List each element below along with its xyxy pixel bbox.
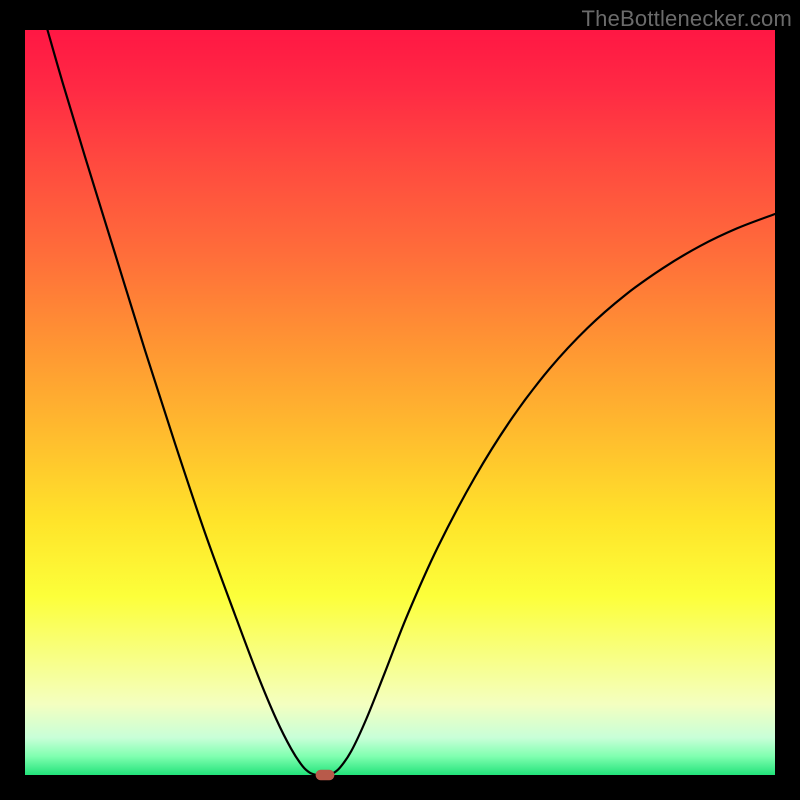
watermark-text: TheBottlenecker.com — [582, 6, 792, 32]
plot-background — [25, 30, 775, 775]
bottleneck-chart — [0, 0, 800, 800]
minimum-marker — [316, 770, 335, 780]
chart-canvas: TheBottlenecker.com — [0, 0, 800, 800]
